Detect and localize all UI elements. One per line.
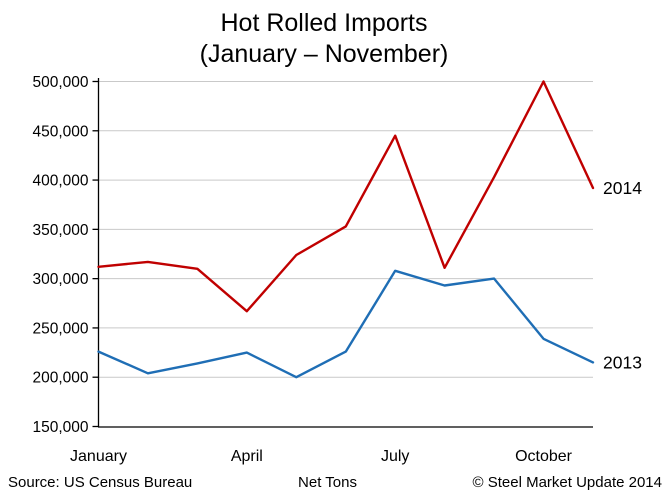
y-tick-label: 350,000	[32, 222, 88, 239]
series-line-2013	[97, 269, 595, 379]
copyright-note: © Steel Market Update 2014	[472, 474, 663, 491]
y-tick-label: 150,000	[32, 419, 88, 436]
x-tick-label: October	[515, 448, 573, 465]
x-tick-label: January	[70, 448, 127, 465]
y-tick-label: 200,000	[32, 370, 88, 387]
y-tick-label: 450,000	[32, 123, 88, 140]
chart-title-line1: Hot Rolled Imports	[220, 9, 428, 37]
series-line-2014	[97, 80, 595, 313]
x-tick-label: July	[381, 448, 409, 465]
y-tick-label: 300,000	[32, 271, 88, 288]
x-tick-label: April	[231, 448, 263, 465]
source-note: Source: US Census Bureau	[8, 474, 193, 491]
chart-title-line2: (January – November)	[199, 40, 449, 68]
units-note: Net Tons	[298, 474, 357, 491]
y-tick-label: 500,000	[32, 74, 88, 91]
series-label-2013: 2013	[603, 352, 642, 372]
y-tick-label: 250,000	[32, 320, 88, 337]
series-label-2014: 2014	[603, 178, 642, 198]
y-tick-label: 400,000	[32, 173, 88, 190]
chart-title: Hot Rolled Imports (January – November)	[0, 8, 648, 70]
